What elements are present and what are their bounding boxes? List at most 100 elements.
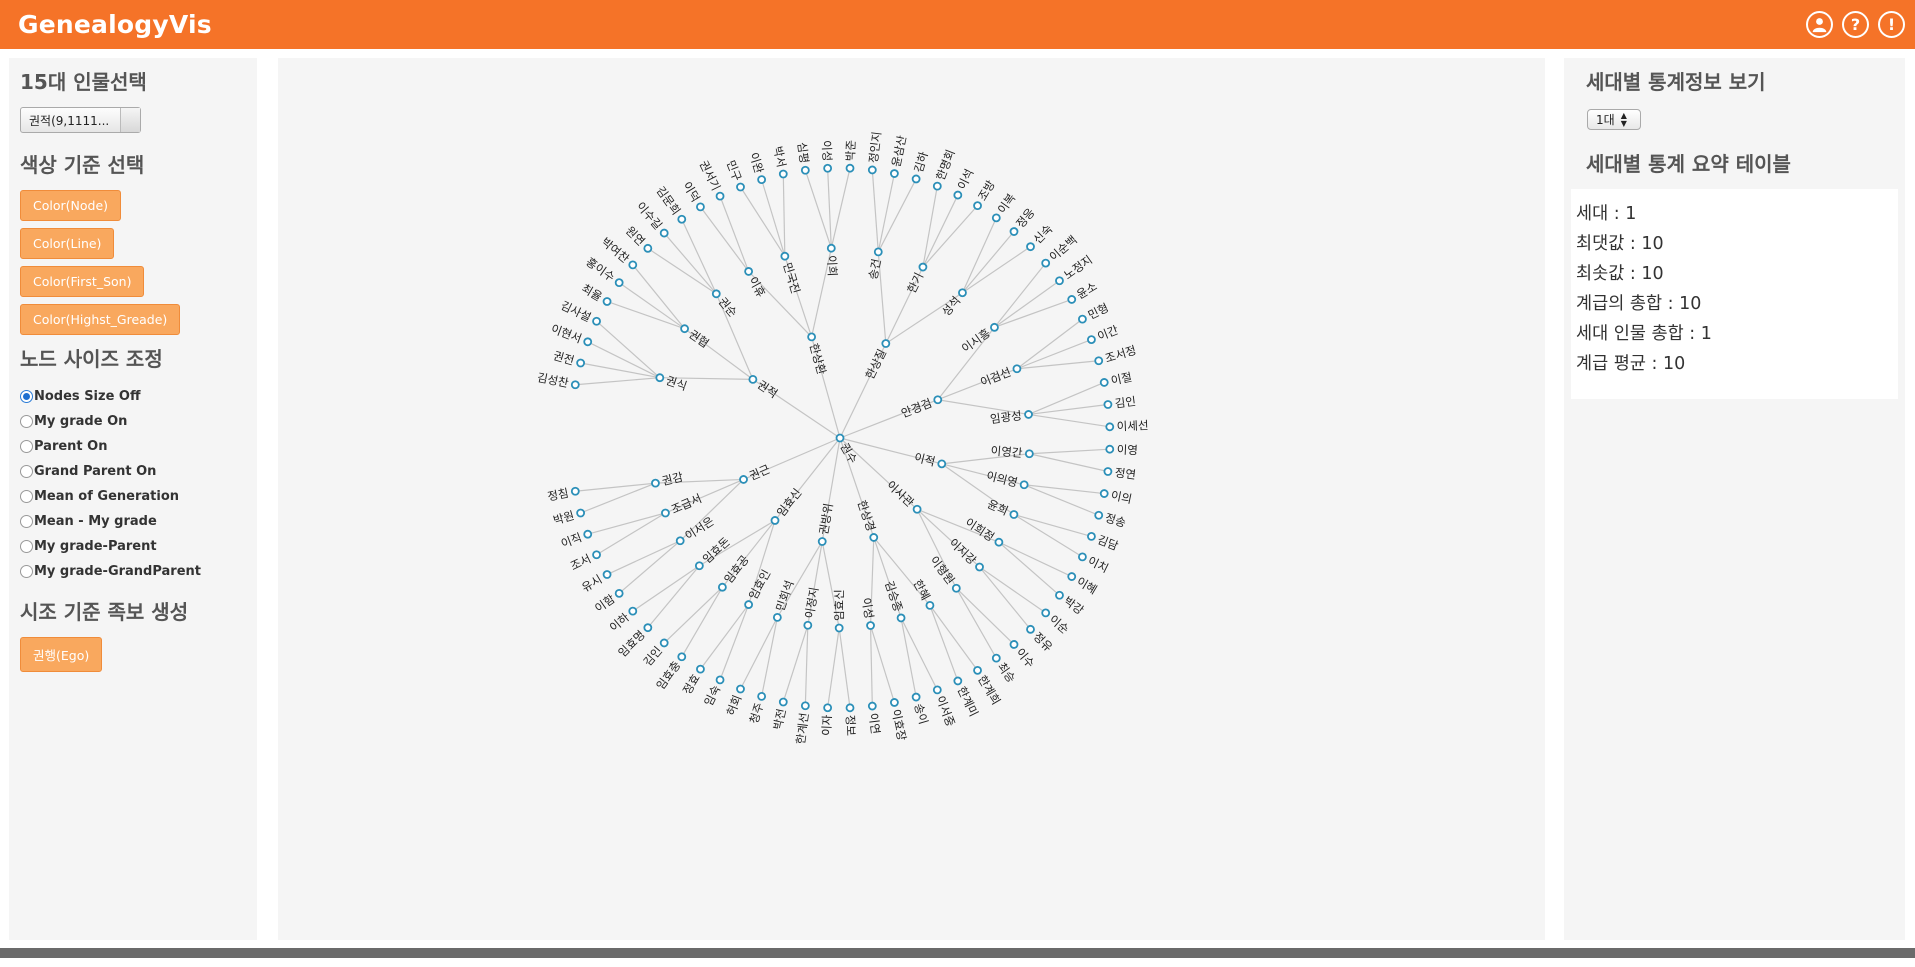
tree-node-leaf[interactable]	[932, 685, 942, 695]
tree-node-leaf[interactable]	[1026, 624, 1035, 634]
tree-node-leaf[interactable]	[1055, 590, 1064, 600]
tree-node-leaf[interactable]	[973, 665, 982, 675]
tree-node-leaf[interactable]	[614, 588, 624, 598]
tree-node-level2[interactable]	[834, 623, 844, 633]
tree-node-leaf[interactable]	[583, 529, 593, 539]
color-highest-grade-button[interactable]: Color(Highst_Greade)	[20, 304, 181, 335]
tree-node-level1[interactable]	[739, 475, 748, 484]
tree-node-level2[interactable]	[975, 562, 984, 572]
tree-node-leaf[interactable]	[628, 260, 638, 270]
tree-node-leaf[interactable]	[677, 652, 687, 662]
tree-node-level2[interactable]	[651, 478, 660, 488]
tree-node-leaf[interactable]	[1067, 295, 1077, 304]
generation-select[interactable]: 1대 ▲ ▼	[1587, 109, 1641, 130]
tree-node-level2[interactable]	[896, 613, 906, 623]
tree-node-level2[interactable]	[1024, 410, 1033, 419]
tree-node-level2[interactable]	[918, 262, 928, 272]
tree-node-level2[interactable]	[826, 243, 836, 253]
tree-node-leaf[interactable]	[800, 165, 810, 175]
tree-node-level2[interactable]	[694, 561, 704, 571]
tree-node-leaf[interactable]	[614, 278, 624, 288]
tree-node-level2[interactable]	[744, 600, 754, 609]
tree-node-level2[interactable]	[780, 251, 790, 261]
tree-node-leaf[interactable]	[1087, 335, 1096, 344]
tree-node-leaf[interactable]	[1009, 227, 1019, 236]
radio-icon[interactable]	[20, 565, 33, 578]
tree-node-leaf[interactable]	[757, 691, 767, 701]
radio-nodes-size-off[interactable]: Nodes Size Off	[20, 384, 246, 409]
tree-node-level1[interactable]	[912, 504, 922, 514]
radio-checked-icon[interactable]	[20, 390, 33, 403]
tree-node-leaf[interactable]	[643, 243, 653, 253]
tree-node-leaf[interactable]	[800, 701, 810, 711]
tree-node-level1[interactable]	[770, 516, 780, 525]
tree-node-leaf[interactable]	[991, 653, 1001, 663]
tree-node-level2[interactable]	[717, 582, 727, 592]
tree-node-leaf[interactable]	[890, 169, 899, 178]
tree-node-leaf[interactable]	[953, 676, 963, 686]
user-icon[interactable]	[1806, 11, 1833, 38]
tree-node-level2[interactable]	[680, 324, 689, 334]
tree-node-leaf[interactable]	[1041, 258, 1051, 268]
color-first-son-button[interactable]: Color(First_Son)	[20, 266, 145, 297]
tree-node-leaf[interactable]	[592, 316, 601, 326]
tree-node-leaf[interactable]	[715, 191, 725, 201]
tree-node-level2[interactable]	[772, 612, 782, 622]
tree-node-level2[interactable]	[866, 621, 875, 630]
tree-node-leaf[interactable]	[576, 508, 586, 518]
tree-node-leaf[interactable]	[1094, 510, 1104, 520]
radio-parent-on[interactable]: Parent On	[20, 434, 246, 459]
tree-node-leaf[interactable]	[1078, 552, 1087, 562]
tree-node-leaf[interactable]	[628, 606, 638, 616]
tree-node-level2[interactable]	[994, 537, 1004, 547]
tree-node-leaf[interactable]	[1026, 242, 1035, 252]
radio-icon[interactable]	[20, 540, 33, 553]
tree-node-leaf[interactable]	[1067, 572, 1077, 581]
tree-node-level2[interactable]	[1009, 510, 1019, 519]
tree-node-leaf[interactable]	[576, 358, 586, 368]
tree-node-leaf[interactable]	[659, 228, 669, 238]
tree-node-leaf[interactable]	[1105, 444, 1115, 454]
tree-node-leaf[interactable]	[696, 202, 705, 212]
tree-node-leaf[interactable]	[823, 703, 833, 713]
radio-my-grade-grandparent[interactable]: My grade-GrandParent	[20, 559, 246, 584]
radio-icon[interactable]	[20, 440, 33, 453]
radio-mean-my-grade[interactable]: Mean - My grade	[20, 509, 246, 534]
tree-node-leaf[interactable]	[1099, 378, 1109, 387]
tree-node-level1[interactable]	[937, 459, 947, 469]
tree-node-level2[interactable]	[925, 600, 935, 610]
help-icon[interactable]: ?	[1842, 11, 1869, 38]
tree-node-leaf[interactable]	[570, 380, 580, 390]
tree-node-level2[interactable]	[675, 536, 685, 546]
tree-node-leaf[interactable]	[911, 174, 921, 184]
info-icon[interactable]: !	[1878, 11, 1905, 38]
tree-node-leaf[interactable]	[867, 165, 877, 175]
tree-node-leaf[interactable]	[1055, 276, 1064, 286]
tree-node-leaf[interactable]	[736, 684, 745, 694]
radio-grand-parent-on[interactable]: Grand Parent On	[20, 459, 246, 484]
tree-node-leaf[interactable]	[643, 623, 653, 633]
tree-node-leaf[interactable]	[845, 703, 855, 713]
tree-node-leaf[interactable]	[778, 697, 788, 707]
tree-node-level2[interactable]	[1024, 449, 1034, 459]
tree-node-level2[interactable]	[711, 289, 721, 299]
color-node-button[interactable]: Color(Node)	[20, 190, 122, 221]
tree-node-leaf[interactable]	[757, 175, 767, 185]
tree-node-leaf[interactable]	[677, 214, 687, 224]
tree-node-leaf[interactable]	[1041, 608, 1051, 618]
tree-node-leaf[interactable]	[778, 169, 788, 179]
tree-node-leaf[interactable]	[602, 297, 612, 306]
tree-node-leaf[interactable]	[973, 201, 982, 211]
tree-node-leaf[interactable]	[1094, 356, 1104, 366]
radio-mean-of-generation[interactable]: Mean of Generation	[20, 484, 246, 509]
tree-canvas[interactable]: 김성찬 권전 이현서 김사설 최율 홍이수 박여찬 원연 이수길 김문희 권식 권협 권순 이덕 권서기 민구…	[278, 58, 1545, 940]
tree-node-level1[interactable]	[933, 395, 943, 405]
tree-node-leaf[interactable]	[659, 638, 669, 648]
tree-node-leaf[interactable]	[592, 550, 601, 560]
radio-icon[interactable]	[20, 415, 33, 428]
tree-node-level2[interactable]	[958, 288, 967, 298]
person-select[interactable]: 권적(9,1111...	[20, 107, 141, 133]
tree-node-level1[interactable]	[817, 537, 827, 546]
tree-node-leaf[interactable]	[570, 486, 580, 496]
